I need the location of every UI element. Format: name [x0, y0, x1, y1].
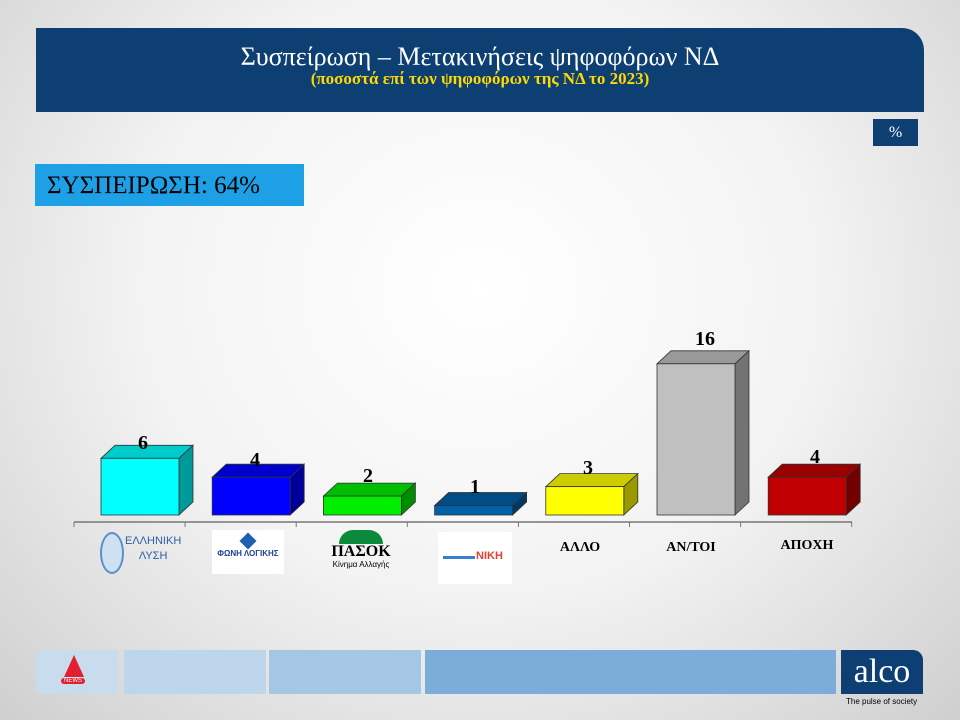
logo-text: ΛΥΣΗ	[138, 550, 168, 562]
footer-band	[269, 650, 421, 694]
logo-text: ΦΩΝΗ ΛΟΓΙΚΗΣ	[217, 549, 279, 558]
data-label: 4	[250, 449, 260, 471]
bar-top	[433, 492, 528, 506]
logo-text: ΕΛΛΗΝΙΚΗ	[125, 535, 182, 547]
bar	[767, 476, 847, 516]
logo-text: ΠΑΣΟΚ	[331, 543, 391, 560]
bar	[656, 363, 736, 516]
footer-band	[124, 650, 266, 694]
category-label: ΑΛΛΟ	[559, 540, 601, 555]
data-label: 16	[695, 328, 715, 350]
alpha-news-logo: NEWS	[36, 650, 118, 694]
footer-band	[425, 650, 836, 694]
niki-logo: ΝΙΚΗ	[438, 532, 512, 584]
bar	[545, 486, 625, 516]
rally-label: ΣΥΣΠΕΙΡΩΣΗ: 64%	[35, 164, 304, 206]
data-label: 1	[470, 476, 480, 498]
foni-logikis-logo: ΦΩΝΗ ΛΟΓΙΚΗΣ	[212, 530, 284, 574]
header-banner: Συσπείρωση – Μετακινήσεις ψηφοφόρων ΝΔ (…	[36, 28, 924, 112]
data-label: 4	[810, 446, 820, 468]
bar-top	[655, 350, 751, 365]
data-label: 2	[363, 465, 373, 487]
logo-text: Κίνημα Αλλαγής	[332, 560, 390, 569]
data-label: 6	[138, 432, 148, 454]
alco-tagline: The pulse of society	[846, 697, 918, 706]
bar-side	[734, 349, 750, 516]
page-title: Συσπείρωση – Μετακινήσεις ψηφοφόρων ΝΔ	[240, 42, 720, 71]
bar	[434, 505, 514, 516]
logo-text: ΝΙΚΗ	[476, 550, 503, 562]
pasok-logo: ΠΑΣΟΚ Κίνημα Αλλαγής	[322, 530, 400, 580]
bar	[322, 495, 402, 516]
category-label: ΑΝ/ΤΟΙ	[666, 540, 716, 555]
bar	[211, 476, 291, 516]
category-label: ΑΠΟΧΗ	[780, 538, 834, 553]
page-subtitle: (ποσοστά επί των ψηφοφόρων της ΝΔ το 202…	[310, 69, 650, 88]
bar	[100, 457, 180, 516]
alco-logo: alco	[841, 650, 923, 694]
elliniki-lysi-logo: ΕΛΛΗΝΙΚΗ ΛΥΣΗ	[100, 528, 181, 574]
data-label: 3	[583, 457, 593, 479]
unit-badge: %	[873, 119, 918, 146]
logo-text: NEWS	[61, 678, 85, 684]
